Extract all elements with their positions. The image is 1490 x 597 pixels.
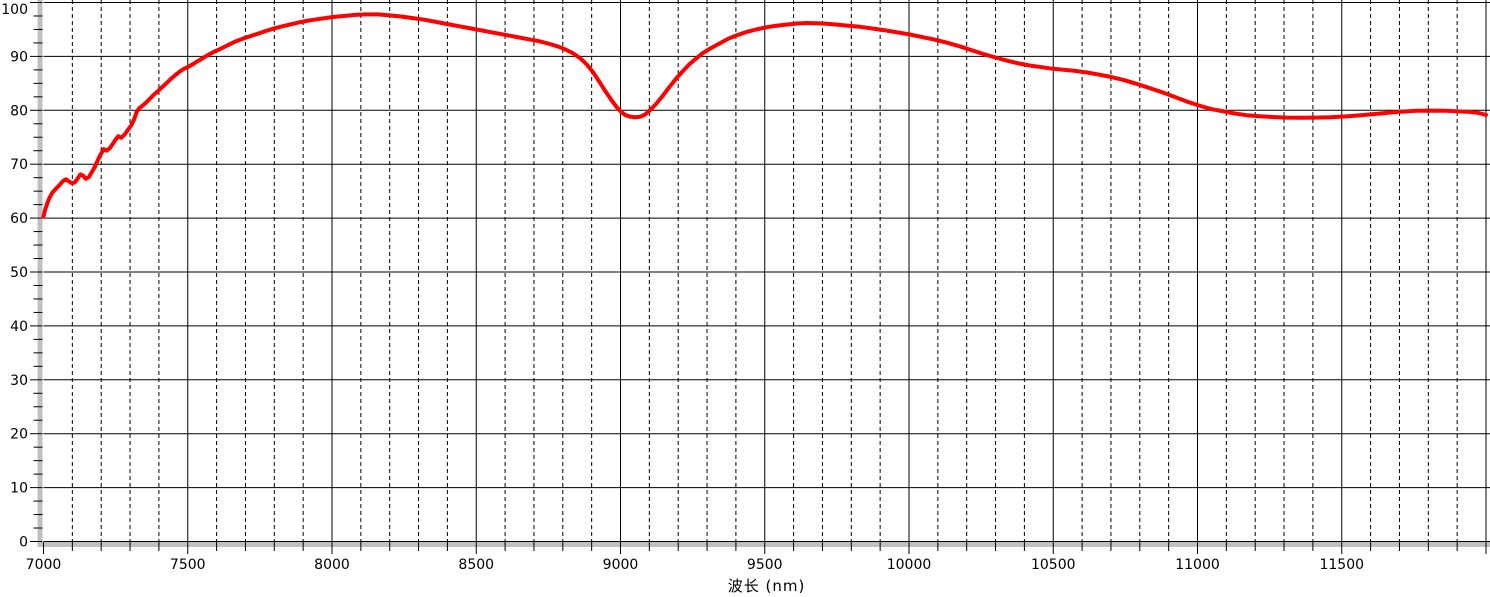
x-tick-label: 10000 xyxy=(887,557,932,573)
y-tick-label: 10 xyxy=(10,481,28,497)
y-tick-label: 50 xyxy=(10,265,28,281)
x-tick-label: 7500 xyxy=(170,557,206,573)
y-tick-label: 60 xyxy=(10,211,28,227)
x-tick-label: 9500 xyxy=(747,557,783,573)
y-tick-label: 80 xyxy=(10,103,28,119)
y-tick-label: 0 xyxy=(19,535,28,551)
x-tick-label: 8500 xyxy=(458,557,494,573)
y-tick-label: 30 xyxy=(10,373,28,389)
x-tick-label: 11000 xyxy=(1175,557,1220,573)
y-tick-label: 20 xyxy=(10,427,28,443)
x-tick-label: 9000 xyxy=(603,557,639,573)
spectrum-curve xyxy=(41,12,1488,219)
y-tick-label: 40 xyxy=(10,319,28,335)
y-tick-label: 90 xyxy=(10,49,28,65)
x-tick-label: 8000 xyxy=(314,557,350,573)
x-axis-title: 波长 (nm) xyxy=(727,577,806,595)
x-tick-label: 10500 xyxy=(1031,557,1076,573)
y-axis-band xyxy=(37,0,43,547)
y-tick-label: 100 xyxy=(1,2,28,18)
x-axis-band xyxy=(37,542,1490,547)
x-tick-label: 7000 xyxy=(26,557,62,573)
y-tick-label: 70 xyxy=(10,157,28,173)
x-tick-label: 11500 xyxy=(1319,557,1364,573)
